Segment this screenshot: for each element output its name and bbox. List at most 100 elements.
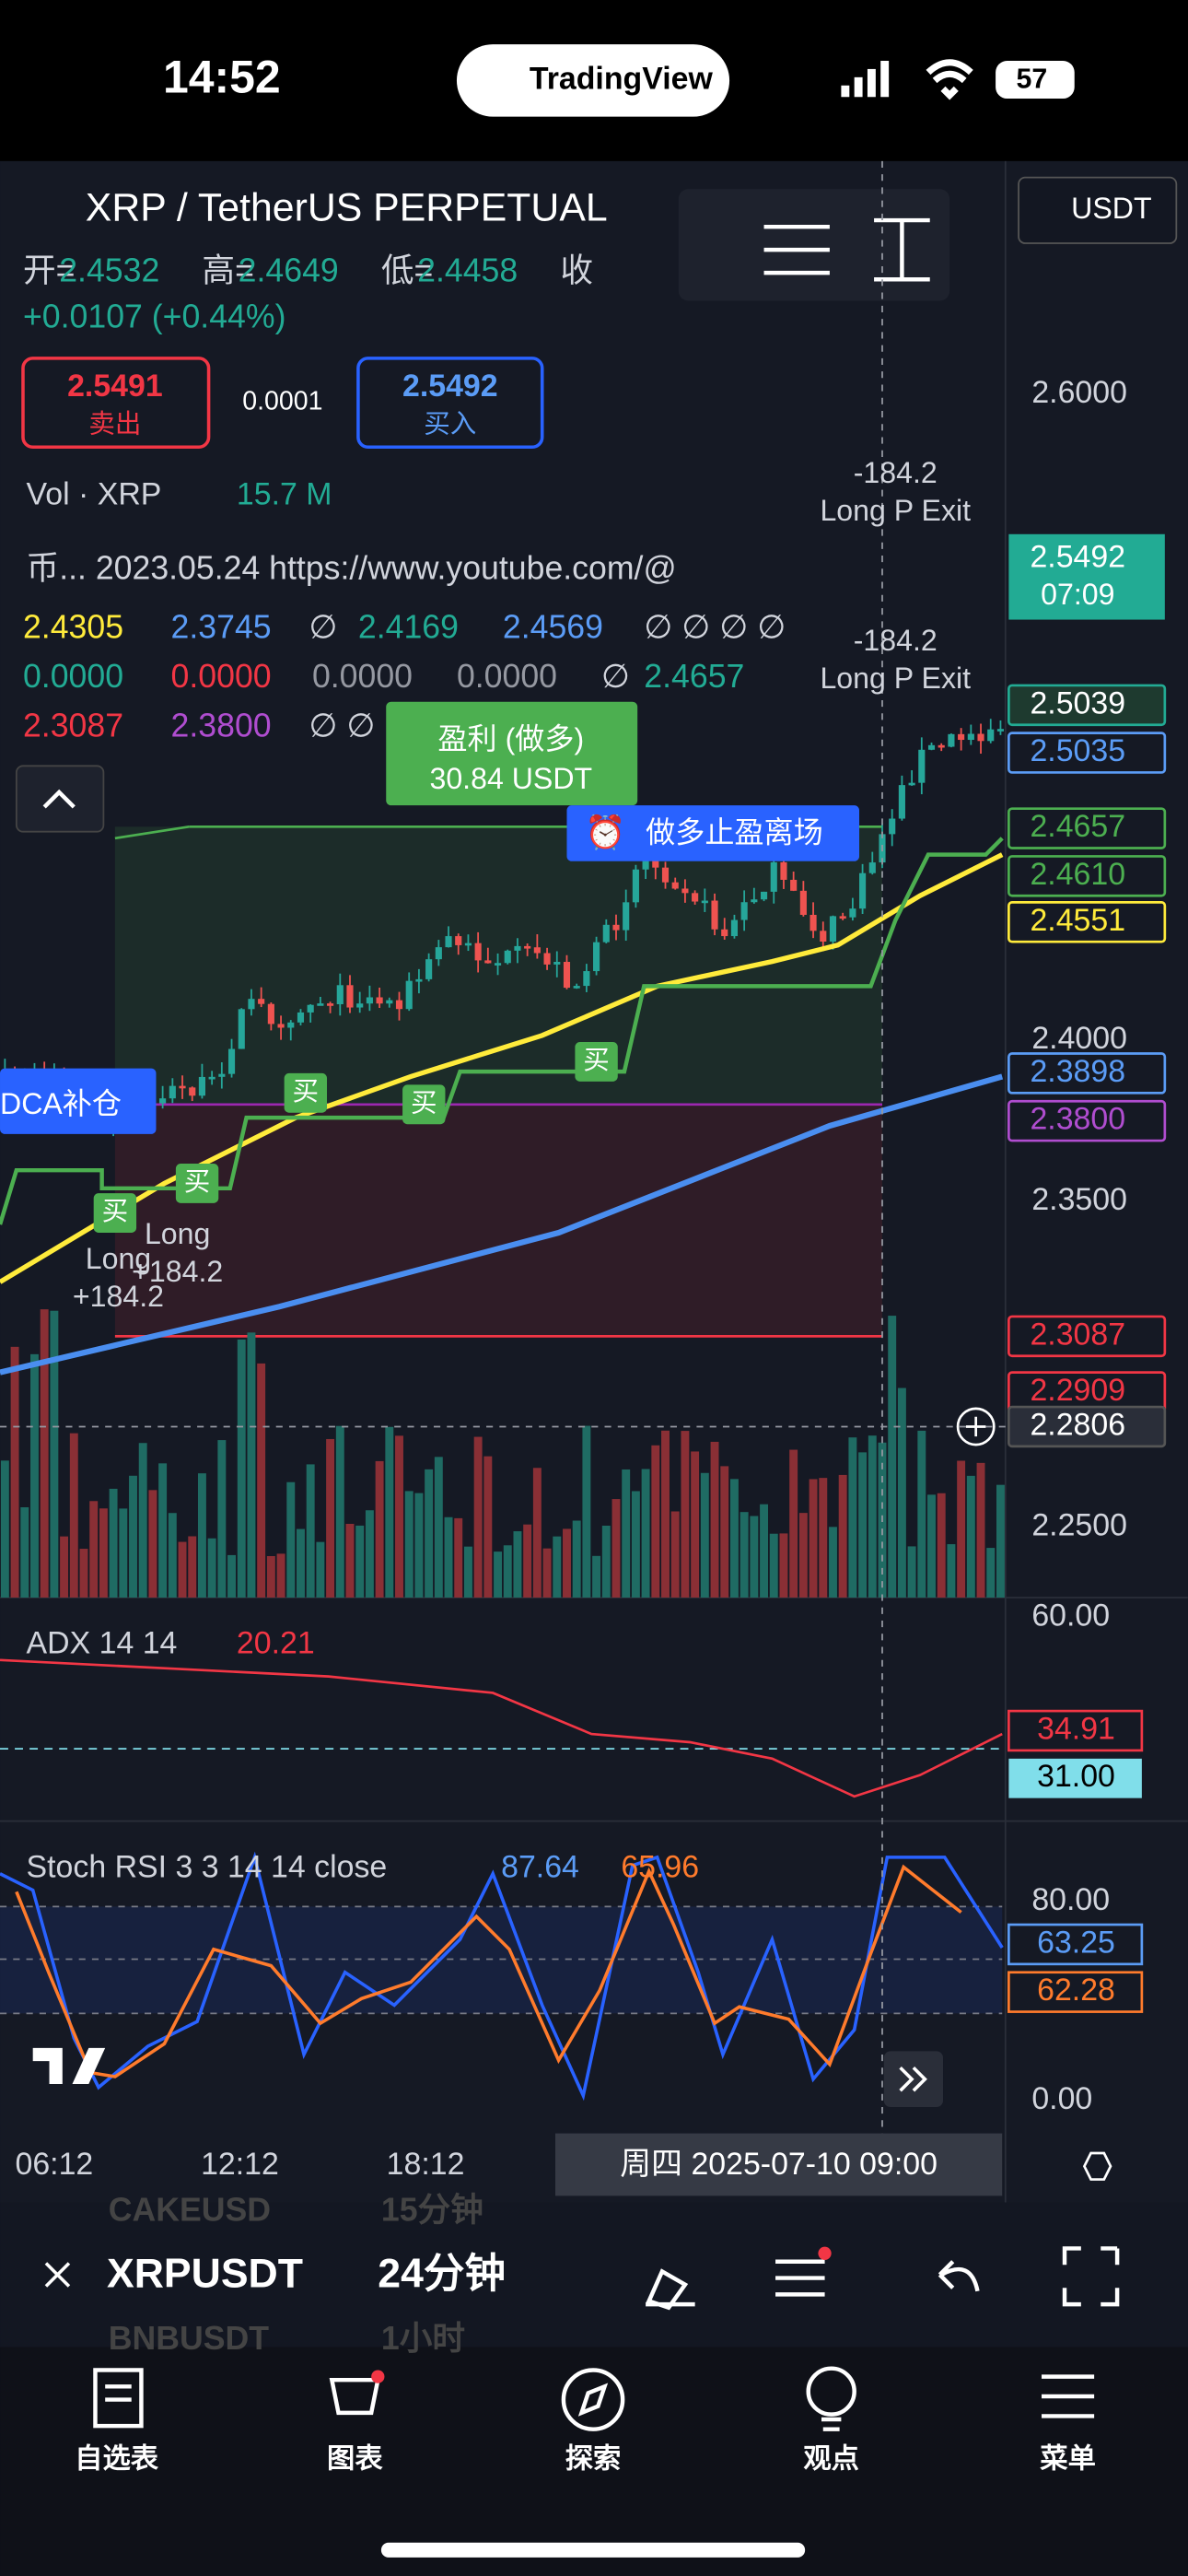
candle-body <box>208 1076 215 1080</box>
candle-body <box>159 1098 167 1104</box>
volume-bar <box>798 1513 808 1598</box>
candle-body <box>938 744 945 748</box>
sell-label: 卖出 <box>88 410 141 439</box>
volume-bar <box>592 1555 601 1598</box>
dca-label: DCA补仓 <box>0 1087 122 1120</box>
candle-body <box>760 891 768 900</box>
price-box <box>1007 1315 1167 1358</box>
volume-bar <box>563 1528 571 1598</box>
ma-yellow <box>0 852 1004 1284</box>
candle-body <box>297 1012 305 1023</box>
volume-bar <box>365 1510 374 1598</box>
candle-body <box>258 999 265 1004</box>
volume-bar <box>297 1528 305 1598</box>
settings-icon[interactable] <box>775 2259 825 2297</box>
dca-box <box>0 1068 157 1134</box>
volume-bar <box>375 1460 384 1598</box>
behind-symbol: BNBUSDT <box>109 2320 270 2357</box>
fullscreen-icon[interactable] <box>1062 2246 1120 2307</box>
stoch-d-value: 65.96 <box>621 1849 699 1884</box>
volume-bar <box>819 1478 828 1598</box>
candle-body <box>405 980 413 1010</box>
volume-bar <box>651 1445 660 1598</box>
adx-tick: 60.00 <box>1031 1598 1110 1633</box>
currency-select[interactable] <box>1018 176 1178 244</box>
price-tick: 2.3500 <box>1031 1182 1127 1217</box>
volume-bar <box>927 1494 936 1598</box>
volume-bar <box>691 1451 700 1598</box>
volume-bar <box>779 1533 788 1598</box>
candle-body <box>623 902 630 931</box>
interval: 24分钟 <box>378 2252 506 2297</box>
close-icon[interactable] <box>44 2262 71 2288</box>
candle-body <box>987 729 995 742</box>
volume-bar <box>966 1475 975 1598</box>
volume-bar <box>247 1332 256 1598</box>
candle-body <box>770 861 777 892</box>
candle-body <box>386 1000 393 1004</box>
volume-bar <box>89 1501 99 1598</box>
app-pill <box>456 44 730 117</box>
candle-body <box>927 744 936 750</box>
buy-marker <box>575 1042 618 1082</box>
candle-body <box>583 971 590 987</box>
candle-body <box>868 862 876 873</box>
add-alert-plus <box>965 1416 986 1437</box>
candle-body <box>661 867 670 883</box>
adx-label-box: 31.00 <box>1037 1759 1115 1794</box>
volume-bar <box>119 1508 128 1598</box>
volume-bar <box>700 1472 709 1598</box>
behind-symbol: CAKEUSD <box>109 2192 271 2229</box>
price-label: 2.5039 <box>1030 685 1125 720</box>
price-box <box>1007 1405 1167 1448</box>
drawing-toolbar[interactable] <box>678 189 950 301</box>
draw-icon[interactable] <box>646 2268 695 2311</box>
candle-body <box>543 953 551 965</box>
buy-marker-label: 买 <box>411 1088 437 1118</box>
take-profit: 做多止盈离场 <box>646 816 823 849</box>
volume-bar <box>888 1316 897 1598</box>
volume-bar <box>188 1536 197 1598</box>
ohlc-value: 2.4532 <box>59 252 159 289</box>
stoch-d <box>15 1864 962 2078</box>
undo-icon[interactable] <box>938 2260 980 2292</box>
volume-bar <box>503 1545 512 1598</box>
volume-bar <box>217 1440 227 1598</box>
volume-bar <box>601 1525 611 1598</box>
buy-marker <box>175 1164 219 1203</box>
price-label: 2.5035 <box>1030 733 1125 768</box>
candle-body <box>948 733 955 747</box>
volume-bar <box>523 1524 532 1598</box>
nav-label: 菜单 <box>1040 2443 1096 2475</box>
nav-label: 探索 <box>565 2443 622 2475</box>
candle-body <box>908 782 915 786</box>
volume-bar <box>740 1512 749 1598</box>
buy-button[interactable] <box>356 357 544 450</box>
candle-body <box>484 960 492 964</box>
status-time: 14:52 <box>163 52 281 103</box>
volume-bar <box>227 1554 237 1598</box>
candle-body <box>346 985 354 1008</box>
volume-bar <box>404 1491 413 1598</box>
candle-body <box>642 858 649 870</box>
notify-dot <box>818 2246 832 2260</box>
exit-value: -184.2 <box>854 624 938 657</box>
candle-body <box>169 1085 176 1099</box>
indicator-value: ∅ <box>309 609 337 646</box>
volume-bar <box>207 1538 216 1598</box>
volume-bar <box>917 1430 926 1598</box>
volume-bar <box>611 1499 621 1598</box>
volume-bar <box>0 1460 9 1598</box>
price-box <box>1007 1052 1167 1095</box>
volume-bar <box>395 1435 403 1598</box>
sell-button[interactable] <box>21 357 211 450</box>
indicator-value: 0.0000 <box>23 658 123 695</box>
volume-bar <box>50 1310 59 1598</box>
symbol-title: XRP / TetherUS PERPETUAL <box>86 186 608 230</box>
collapse-button[interactable] <box>15 765 105 833</box>
volume-bar <box>720 1466 729 1598</box>
candle-body <box>366 997 373 1004</box>
volume-bar <box>414 1493 424 1598</box>
indicator-value: 2.4169 <box>358 609 459 646</box>
